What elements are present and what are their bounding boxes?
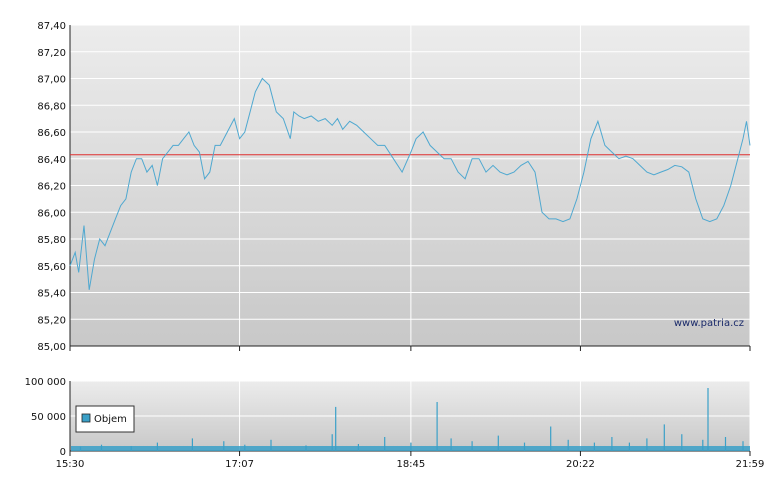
volume-bar <box>550 426 552 451</box>
price-y-tick-label: 86,20 <box>37 182 66 193</box>
volume-bar <box>471 441 473 451</box>
price-panel: 85,00 85,20 85,40 85,60 85,80 86,00 86,20 86,40… <box>37 21 751 353</box>
volume-bar <box>130 446 132 451</box>
volume-bar <box>646 438 648 451</box>
price-y-tick-label: 87,40 <box>37 21 66 32</box>
volume-bar <box>611 437 613 451</box>
volume-bar <box>335 406 337 451</box>
legend-label: Objem <box>94 414 127 425</box>
x-tick-label: 17:07 <box>225 459 254 470</box>
volume-bar <box>436 402 438 451</box>
volume-bar <box>567 439 569 451</box>
volume-bar <box>331 434 333 451</box>
volume-y-axis: 0 50 000 100 000 <box>25 377 66 458</box>
volume-bar <box>628 442 630 451</box>
volume-bar <box>450 438 452 451</box>
volume-bar <box>497 435 499 451</box>
x-axis: 15:30 17:07 18:45 20:22 21:59 <box>56 451 765 470</box>
legend-swatch <box>81 413 91 423</box>
volume-bars <box>79 388 744 451</box>
x-tick-label: 20:22 <box>566 459 595 470</box>
volume-panel: 0 50 000 100 000 15:30 17:07 18:45 20:22 21:59… <box>25 377 765 470</box>
volume-bar <box>410 442 412 451</box>
volume-bar <box>663 424 665 451</box>
price-y-tick-label: 86,00 <box>37 208 66 219</box>
volume-bar <box>724 437 727 451</box>
price-y-tick-label: 86,80 <box>37 101 66 112</box>
price-grid <box>69 24 751 347</box>
volume-bar <box>244 444 246 451</box>
volume-bar <box>305 445 307 451</box>
price-y-tick-label: 85,60 <box>37 262 66 273</box>
price-y-tick-label: 86,60 <box>37 128 66 139</box>
price-y-tick-label: 85,80 <box>37 235 66 246</box>
volume-bar <box>100 444 103 451</box>
price-y-axis: 85,00 85,20 85,40 85,60 85,80 86,00 86,20 86,40… <box>37 21 66 353</box>
volume-bar <box>357 444 359 451</box>
volume-y-tick-label: 50 000 <box>31 412 66 423</box>
volume-legend: Objem <box>75 405 135 433</box>
volume-bar <box>523 442 526 451</box>
volume-bar <box>79 446 82 451</box>
volume-bar <box>681 434 683 451</box>
price-y-tick-label: 85,20 <box>37 315 66 326</box>
volume-bar <box>191 438 193 451</box>
volume-bar <box>742 441 744 451</box>
volume-bar <box>707 388 709 451</box>
x-tick-label: 21:59 <box>736 459 765 470</box>
price-y-tick-label: 87,00 <box>37 75 66 86</box>
watermark: www.patria.cz <box>674 318 744 329</box>
volume-bar <box>593 442 595 451</box>
volume-bar <box>156 442 158 451</box>
price-y-tick-label: 86,40 <box>37 155 66 166</box>
price-series-line <box>69 77 751 290</box>
volume-bar <box>702 439 704 451</box>
x-tick-label: 15:30 <box>56 459 85 470</box>
price-y-tick-label: 85,00 <box>37 342 66 353</box>
price-y-tick-label: 87,20 <box>37 48 66 59</box>
price-x-tick-marks <box>69 346 751 351</box>
x-tick-label: 18:45 <box>396 459 425 470</box>
price-y-tick-label: 85,40 <box>37 289 66 300</box>
volume-bar <box>223 441 225 451</box>
volume-bar <box>384 437 386 451</box>
volume-y-tick-label: 100 000 <box>25 377 66 388</box>
volume-y-tick-label: 0 <box>60 447 66 458</box>
volume-bar <box>270 439 272 451</box>
